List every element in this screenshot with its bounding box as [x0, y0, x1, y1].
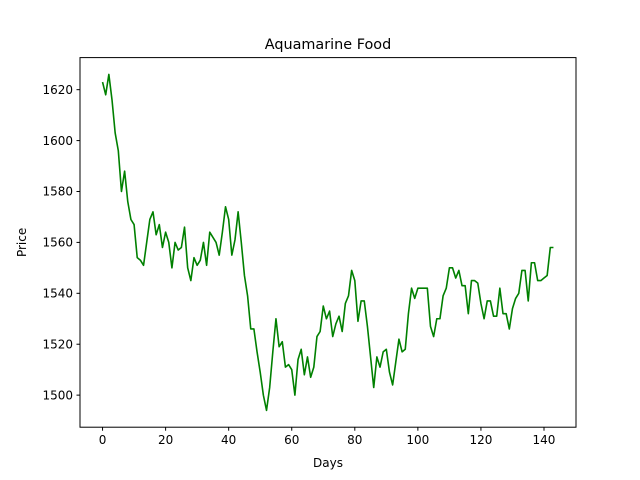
y-tick-label: 1600: [42, 134, 73, 148]
x-tick-label: 40: [221, 433, 236, 447]
y-axis-ticks: 1500 1520 1540 1560 1580 1600 1620: [42, 83, 80, 402]
plot-area: [101, 73, 554, 412]
y-tick-label: 1580: [42, 185, 73, 199]
y-axis-label: Price: [15, 228, 29, 257]
y-tick-label: 1620: [42, 83, 73, 97]
y-tick-label: 1560: [42, 236, 73, 250]
x-tick-label: 60: [284, 433, 299, 447]
y-tick-label: 1500: [42, 388, 73, 402]
x-tick-label: 0: [99, 433, 107, 447]
x-tick-label: 20: [158, 433, 173, 447]
x-tick-label: 120: [469, 433, 492, 447]
x-axis-ticks: 0 20 40 60 80 100 120 140: [99, 427, 556, 447]
x-tick-label: 140: [533, 433, 556, 447]
x-axis-label: Days: [313, 456, 343, 470]
chart-title: Aquamarine Food: [265, 37, 391, 53]
y-tick-label: 1540: [42, 287, 73, 301]
x-tick-label: 100: [406, 433, 429, 447]
y-tick-label: 1520: [42, 337, 73, 351]
series-line-1: [101, 73, 554, 412]
x-tick-label: 80: [347, 433, 362, 447]
plot-frame: [79, 57, 577, 428]
